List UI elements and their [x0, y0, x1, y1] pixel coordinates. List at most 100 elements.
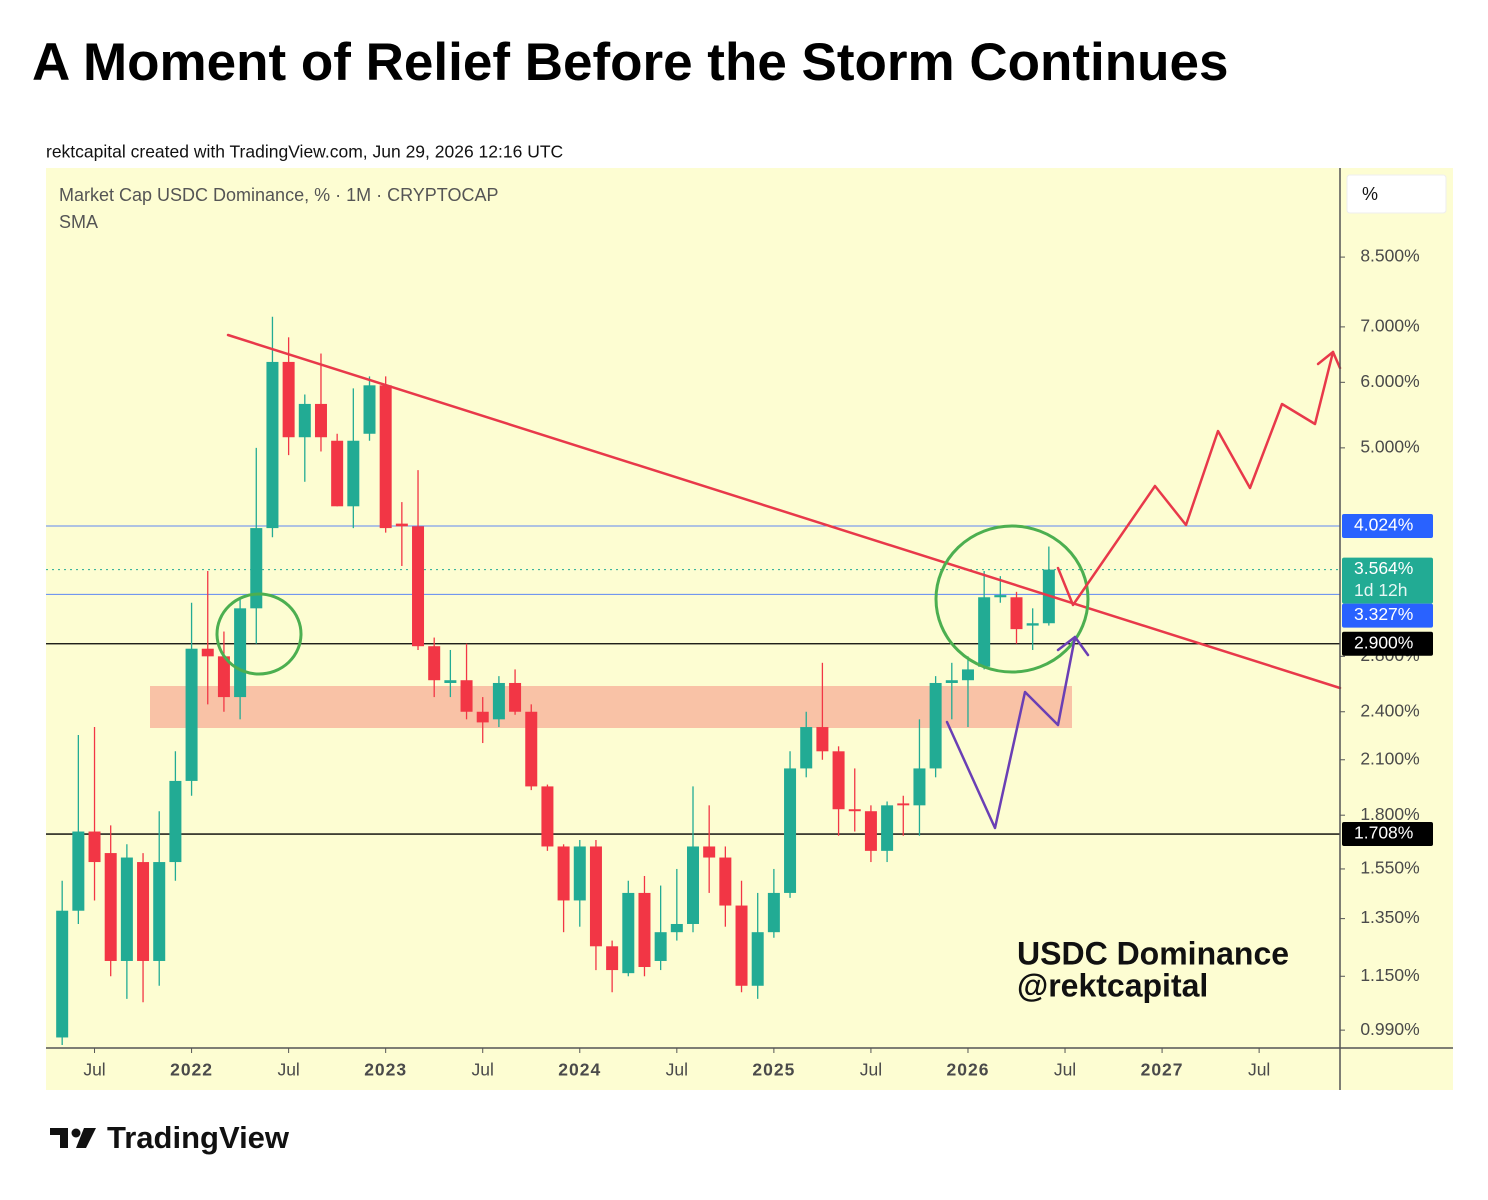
candle-body — [266, 361, 279, 529]
candle-body — [848, 809, 861, 812]
indicator-label: SMA — [59, 212, 98, 232]
highlight-circle — [215, 592, 303, 676]
candle-layer — [56, 316, 1055, 1045]
candle-body — [897, 803, 910, 806]
y-tick-label: 1.350% — [1360, 907, 1419, 927]
candle-body — [120, 857, 133, 961]
price-label: 3.564% — [1354, 558, 1413, 578]
candle-body — [735, 905, 748, 986]
candle-body — [929, 682, 942, 769]
candle-body — [670, 923, 683, 933]
chart-background — [46, 168, 1453, 1090]
x-tick-label: 2027 — [1141, 1060, 1184, 1080]
candle-body — [541, 786, 554, 847]
candle-body — [509, 682, 522, 712]
candle-body — [201, 648, 214, 657]
brand-name: TradingView — [107, 1120, 290, 1155]
candle-body — [606, 946, 619, 971]
candle-body — [994, 595, 1007, 598]
candle-body — [945, 680, 958, 683]
price-label-box — [1342, 513, 1433, 538]
candle-body — [816, 727, 829, 752]
price-label: 3.327% — [1354, 604, 1413, 624]
candle-body — [654, 932, 667, 961]
candle-body — [589, 846, 602, 947]
candle-body — [104, 853, 117, 961]
candle-body — [444, 680, 457, 683]
candle-body — [298, 403, 311, 438]
x-tick-label: 2024 — [558, 1060, 601, 1080]
legend-title: Market Cap USDC Dominance, % · 1M · CRYP… — [59, 185, 498, 205]
candle-body — [428, 646, 441, 681]
attribution: rektcapital created with TradingView.com… — [46, 142, 563, 162]
candle-body — [395, 523, 408, 527]
y-tick-label: 8.500% — [1360, 246, 1419, 266]
candle-body — [282, 361, 295, 438]
candle-body — [703, 846, 716, 858]
candle-body — [72, 831, 85, 911]
candle-body — [784, 768, 797, 893]
candle-body — [525, 711, 538, 787]
y-tick-label: 5.000% — [1360, 436, 1419, 456]
annotations — [215, 333, 1342, 830]
candle-body — [137, 862, 150, 961]
price-label: 2.900% — [1354, 632, 1413, 652]
candle-body — [412, 526, 425, 647]
arrow-head — [1316, 350, 1342, 370]
price-label: 4.024% — [1354, 515, 1413, 535]
candle-body — [832, 751, 845, 810]
candle-body — [800, 727, 813, 769]
candle-body — [913, 768, 926, 806]
unit-box[interactable] — [1346, 174, 1447, 214]
candle-body — [363, 385, 376, 434]
x-tick-label: 2023 — [364, 1060, 407, 1080]
candle-body — [751, 932, 764, 986]
projection-path — [1056, 350, 1335, 607]
candle-body — [638, 892, 651, 968]
candle-body — [250, 528, 263, 609]
candle-body — [557, 846, 570, 901]
candle-body — [719, 857, 732, 906]
candle-body — [767, 892, 780, 933]
y-tick-label: 6.000% — [1360, 371, 1419, 391]
watermark: USDC Dominance — [1017, 935, 1289, 971]
candle-body — [881, 805, 894, 851]
candle-body — [331, 440, 344, 507]
price-label-box — [1342, 822, 1433, 847]
candle-body — [978, 597, 991, 667]
candle-body — [492, 682, 505, 720]
price-label: 1.708% — [1354, 823, 1413, 843]
x-tick-label: Jul — [472, 1060, 494, 1080]
x-tick-label: Jul — [1054, 1060, 1076, 1080]
candle-body — [56, 910, 69, 1038]
y-tick-label: 1.150% — [1360, 965, 1419, 985]
price-label-box — [1342, 557, 1433, 604]
candle-body — [622, 892, 635, 974]
candle-body — [88, 831, 101, 863]
y-tick-label: 1.550% — [1360, 858, 1419, 878]
trend-line — [226, 333, 1342, 690]
x-tick-label: Jul — [860, 1060, 882, 1080]
y-tick-label: 2.100% — [1360, 748, 1419, 768]
unit-label[interactable]: % — [1362, 184, 1378, 204]
page-title: A Moment of Relief Before the Storm Cont… — [32, 33, 1229, 92]
x-tick-label: Jul — [83, 1060, 105, 1080]
y-tick-label: 0.990% — [1360, 1019, 1419, 1039]
x-tick-label: Jul — [666, 1060, 688, 1080]
candle-body — [864, 811, 877, 851]
x-tick-label: Jul — [277, 1060, 299, 1080]
x-tick-label: 2026 — [947, 1060, 990, 1080]
candle-body — [1010, 597, 1023, 630]
watermark: @rektcapital — [1017, 967, 1208, 1003]
x-tick-label: 2022 — [170, 1060, 213, 1080]
candle-body — [573, 846, 586, 901]
candle-body — [185, 648, 198, 781]
projection-path — [945, 635, 1077, 830]
y-tick-label: 2.400% — [1360, 700, 1419, 720]
price-countdown: 1d 12h — [1354, 580, 1408, 600]
candle-body — [314, 403, 327, 438]
candle-body — [347, 440, 360, 507]
y-tick-label: 1.800% — [1360, 804, 1419, 824]
